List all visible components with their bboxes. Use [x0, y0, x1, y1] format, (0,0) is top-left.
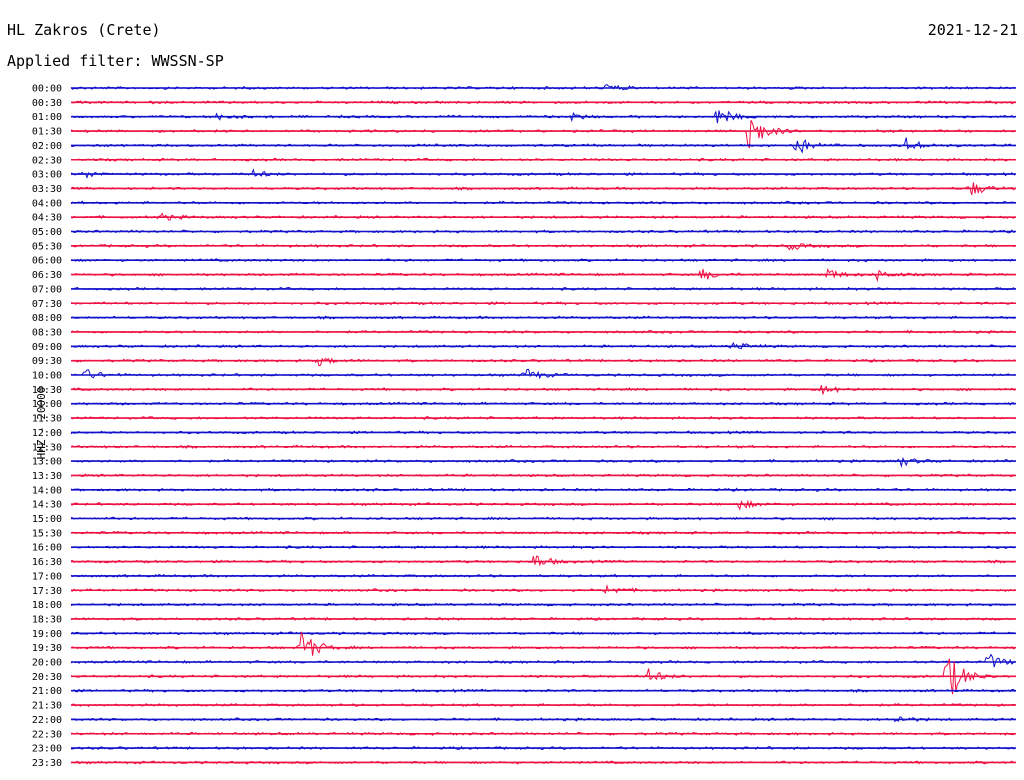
time-tick-label: 01:00 [32, 112, 62, 123]
time-tick-label: 00:00 [32, 84, 62, 95]
time-tick-label: 17:00 [32, 571, 62, 582]
time-tick-label: 01:30 [32, 127, 62, 138]
time-tick-label: 12:30 [32, 442, 62, 453]
time-tick-label: 14:30 [32, 500, 62, 511]
time-tick-label: 20:00 [32, 658, 62, 669]
time-tick-label: 14:00 [32, 485, 62, 496]
time-tick-label: 11:00 [32, 399, 62, 410]
time-tick-label: 08:30 [32, 327, 62, 338]
time-tick-label: 18:30 [32, 614, 62, 625]
time-tick-label: 16:00 [32, 543, 62, 554]
date-label: 2021-12-21 [927, 21, 1018, 39]
time-tick-label: 15:00 [32, 514, 62, 525]
time-tick-label: 06:00 [32, 256, 62, 267]
trace-line [70, 499, 1015, 511]
time-tick-label: 09:00 [32, 342, 62, 353]
time-tick-label: 23:00 [32, 744, 62, 755]
time-tick-label: 23:30 [32, 758, 62, 769]
time-tick-label: 17:30 [32, 586, 62, 597]
time-tick-label: 09:30 [32, 356, 62, 367]
time-tick-label: 02:30 [32, 155, 62, 166]
time-tick-label: 22:30 [32, 729, 62, 740]
time-tick-label: 22:00 [32, 715, 62, 726]
filter-label: Applied filter: WWSSN-SP [7, 52, 224, 70]
time-tick-label: 20:30 [32, 672, 62, 683]
time-tick-label: 18:00 [32, 600, 62, 611]
time-tick-label: 03:30 [32, 184, 62, 195]
time-tick-label: 15:30 [32, 528, 62, 539]
trace-line [70, 119, 1016, 149]
time-tick-label: 19:30 [32, 643, 62, 654]
station-title: HL Zakros (Crete) [7, 21, 161, 39]
time-tick-label: 16:30 [32, 557, 62, 568]
time-tick-label: 06:30 [32, 270, 62, 281]
trace-line [70, 555, 1016, 567]
time-tick-label: 10:00 [32, 371, 62, 382]
time-tick-label: 13:00 [32, 457, 62, 468]
trace-line [70, 653, 1016, 668]
time-tick-label: 02:00 [32, 141, 62, 152]
trace-line [70, 583, 1016, 594]
trace-line [70, 357, 1016, 367]
time-tick-label: 07:30 [32, 299, 62, 310]
time-tick-label: 19:00 [32, 629, 62, 640]
time-tick-label: 10:30 [32, 385, 62, 396]
time-tick-label: 04:00 [32, 198, 62, 209]
trace-line [70, 368, 1016, 380]
time-tick-label: 05:00 [32, 227, 62, 238]
trace-line [70, 456, 1016, 468]
time-tick-label: 13:30 [32, 471, 62, 482]
time-tick-label: 11:30 [32, 414, 62, 425]
time-tick-label: 21:00 [32, 686, 62, 697]
time-tick-label: 07:00 [32, 284, 62, 295]
time-tick-label: 00:30 [32, 98, 62, 109]
time-tick-label: 04:30 [32, 213, 62, 224]
time-tick-label: 08:00 [32, 313, 62, 324]
trace-line [70, 243, 1016, 251]
trace-line [70, 631, 1016, 656]
time-tick-label: 05:30 [32, 241, 62, 252]
time-tick-label: 03:00 [32, 170, 62, 181]
time-tick-label: 21:30 [32, 701, 62, 712]
time-tick-label: 12:00 [32, 428, 62, 439]
